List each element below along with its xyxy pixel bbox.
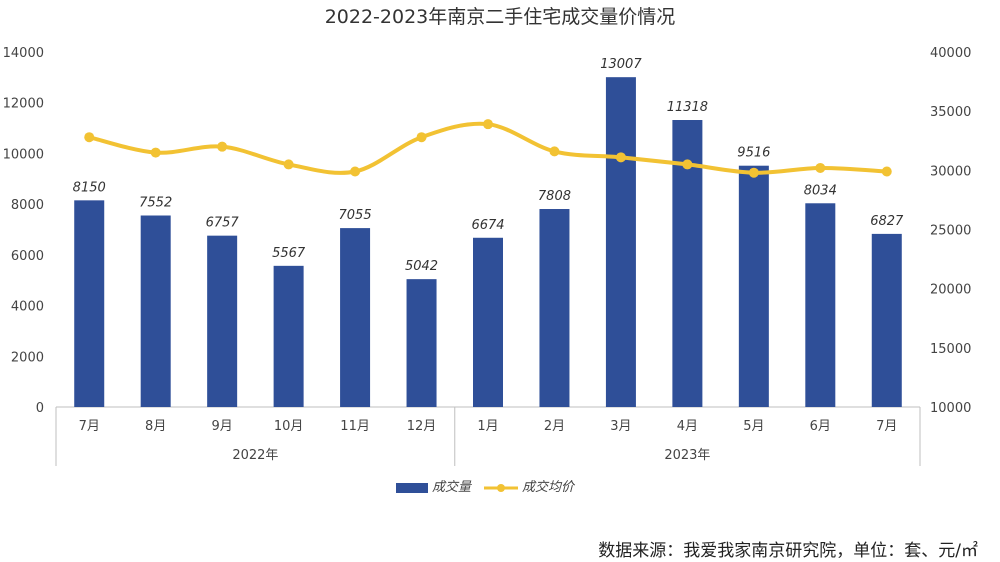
price-point-10 <box>682 159 693 170</box>
bar-11 <box>738 165 769 407</box>
price-point-5 <box>350 166 361 177</box>
legend-line-label: 成交均价 <box>522 480 575 495</box>
legend: 成交量 成交均价 <box>0 478 1000 498</box>
bar-data-label: 8034 <box>804 183 837 198</box>
x-tick-label: 4月 <box>677 419 698 434</box>
x-tick-label: 11月 <box>340 419 370 434</box>
price-point-8 <box>549 146 560 157</box>
bar-data-label: 13007 <box>600 57 642 72</box>
bar-2 <box>140 215 171 407</box>
y-left-tick-label: 2000 <box>11 350 44 365</box>
y-left-tick-label: 8000 <box>11 198 44 213</box>
bar-9 <box>605 77 636 408</box>
price-point-6 <box>416 132 427 143</box>
price-point-4 <box>283 159 294 170</box>
price-point-12 <box>815 162 826 173</box>
x-tick-label: 6月 <box>810 419 831 434</box>
y-left-tick-label: 6000 <box>11 249 44 264</box>
bar-data-label: 7055 <box>339 208 372 223</box>
y-left-tick-label: 14000 <box>3 46 44 61</box>
bar-data-label: 5567 <box>272 246 306 261</box>
bar-data-label: 6757 <box>206 216 240 231</box>
y-left-tick-label: 12000 <box>3 97 44 112</box>
legend-item-bar: 成交量 <box>396 478 471 498</box>
price-point-13 <box>881 166 892 177</box>
x-group-label: 2022年 <box>232 448 278 463</box>
x-tick-label: 3月 <box>610 419 631 434</box>
x-tick-label: 10月 <box>274 419 304 434</box>
x-group-label: 2023年 <box>664 448 710 463</box>
source-note: 数据来源：我爱我家南京研究院，单位：套、元/㎡ <box>598 541 978 561</box>
x-tick-label: 5月 <box>743 419 764 434</box>
x-tick-label: 12月 <box>407 419 437 434</box>
x-tick-label: 9月 <box>212 419 233 434</box>
y-left-tick-label: 4000 <box>11 300 44 315</box>
x-tick-label: 2月 <box>544 419 565 434</box>
price-point-3 <box>217 141 228 152</box>
bar-13 <box>871 233 902 407</box>
bar-data-label: 6674 <box>471 218 504 233</box>
y-right-tick-label: 40000 <box>930 46 971 61</box>
bar-7 <box>473 237 503 407</box>
bar-data-label: 7808 <box>538 189 571 204</box>
x-tick-label: 1月 <box>477 419 498 434</box>
y-right-tick-label: 25000 <box>930 224 971 239</box>
price-point-7 <box>483 119 493 130</box>
bar-data-label: 5042 <box>405 259 438 274</box>
bar-5 <box>340 228 371 407</box>
legend-line-swatch <box>484 483 518 492</box>
legend-bar-swatch <box>396 482 428 493</box>
price-point-11 <box>748 167 759 178</box>
y-right-tick-label: 35000 <box>930 105 971 120</box>
bar-1 <box>74 200 105 407</box>
price-point-1 <box>84 132 95 143</box>
y-right-tick-label: 10000 <box>930 401 971 416</box>
y-right-tick-label: 20000 <box>930 283 971 298</box>
y-left-tick-label: 0 <box>36 401 44 416</box>
bar-data-label: 11318 <box>667 100 708 115</box>
bar-data-label: 8150 <box>73 180 106 195</box>
bar-12 <box>805 203 836 407</box>
bar-6 <box>406 279 437 407</box>
bar-data-label: 6827 <box>870 214 904 229</box>
bar-data-label: 9516 <box>737 146 770 161</box>
bar-4 <box>273 265 304 407</box>
chart-title: 2022-2023年南京二手住宅成交量价情况 <box>324 6 676 28</box>
price-point-9 <box>615 152 626 163</box>
bar-3 <box>207 235 238 407</box>
x-tick-label: 8月 <box>145 419 166 434</box>
y-right-tick-label: 30000 <box>930 164 971 179</box>
bar-data-label: 7552 <box>139 196 172 211</box>
y-right-tick-label: 15000 <box>930 342 971 357</box>
y-left-tick-label: 10000 <box>3 147 44 162</box>
x-tick-label: 7月 <box>79 419 100 434</box>
legend-item-line: 成交均价 <box>484 478 574 498</box>
bar-8 <box>539 209 570 407</box>
x-tick-label: 7月 <box>876 419 897 434</box>
price-point-2 <box>150 147 161 158</box>
legend-bar-label: 成交量 <box>432 480 472 495</box>
